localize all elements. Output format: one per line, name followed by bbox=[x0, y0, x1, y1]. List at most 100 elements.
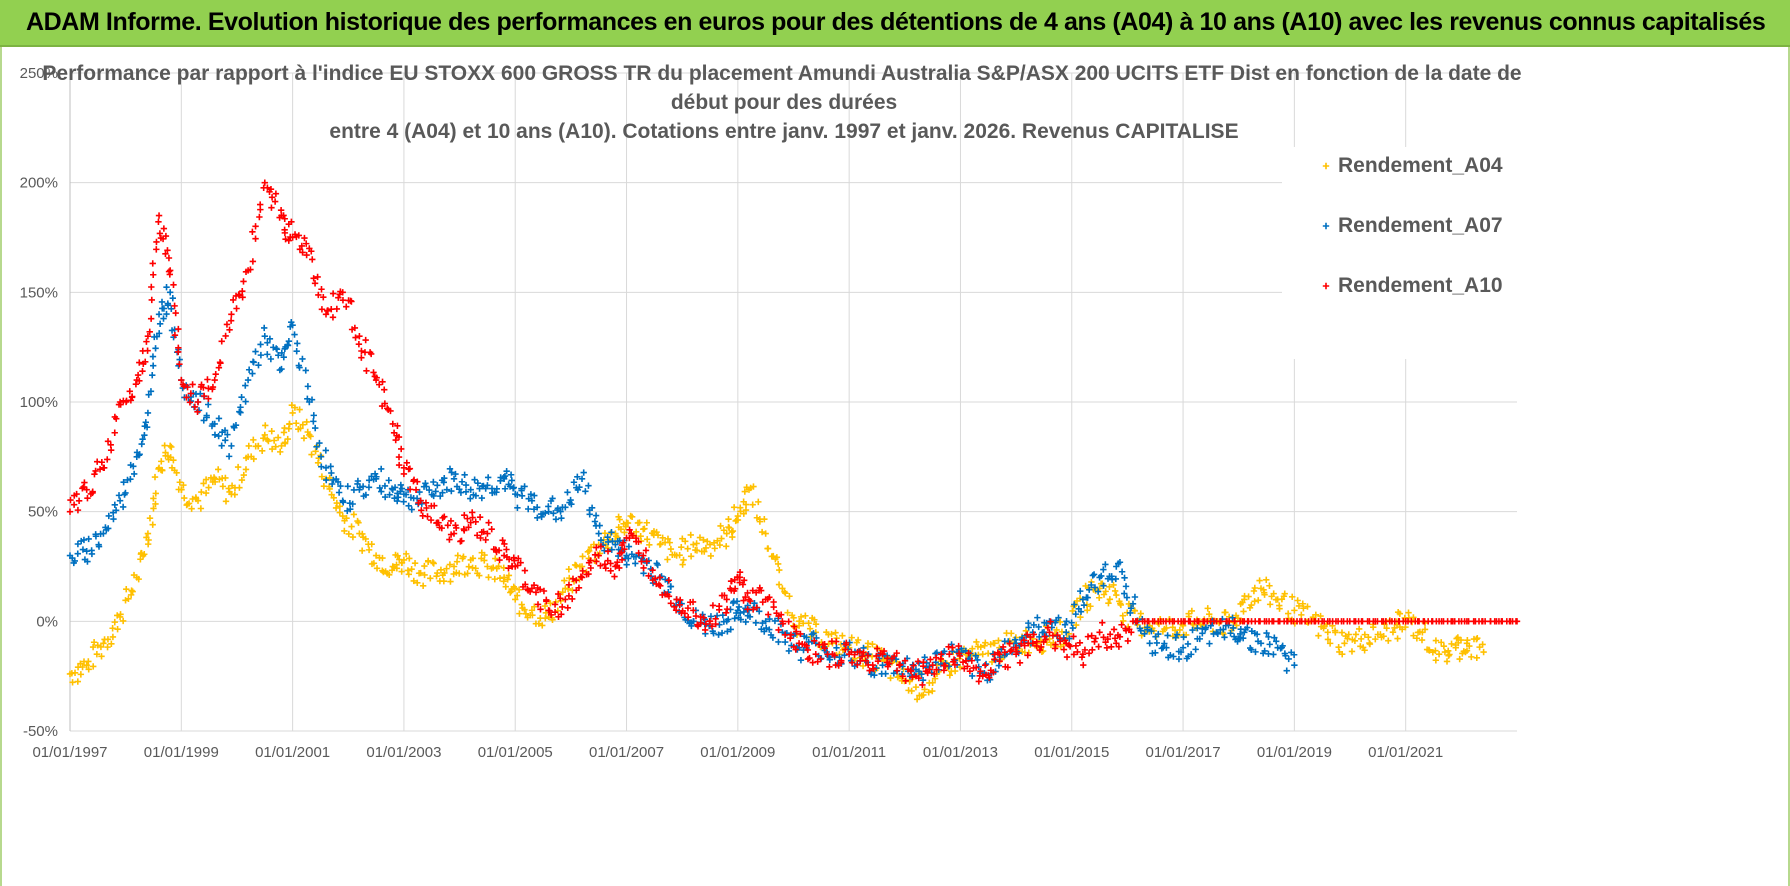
data-point bbox=[1365, 633, 1372, 641]
data-point bbox=[628, 513, 636, 521]
data-point bbox=[765, 611, 772, 618]
chart-title-line: entre 4 (A04) et 10 ans (A10). Cotations… bbox=[329, 120, 1238, 143]
data-point bbox=[1155, 630, 1162, 638]
data-point bbox=[476, 572, 483, 579]
data-point bbox=[702, 620, 710, 628]
data-point bbox=[495, 547, 503, 554]
data-point bbox=[1352, 631, 1360, 638]
data-point bbox=[153, 246, 160, 253]
data-point bbox=[481, 557, 488, 564]
data-point bbox=[205, 484, 212, 491]
data-point bbox=[379, 554, 386, 562]
data-point bbox=[245, 366, 253, 373]
data-point bbox=[1117, 601, 1125, 609]
data-point bbox=[297, 425, 304, 432]
data-point bbox=[564, 489, 571, 496]
data-point bbox=[302, 367, 309, 374]
data-point bbox=[304, 383, 312, 390]
data-point bbox=[194, 408, 201, 416]
data-point bbox=[312, 424, 319, 432]
data-point bbox=[802, 612, 809, 619]
data-point bbox=[240, 471, 248, 479]
data-point bbox=[299, 249, 306, 256]
y-tick-label: 200% bbox=[20, 175, 58, 192]
data-point bbox=[100, 640, 107, 647]
data-point bbox=[71, 669, 79, 677]
data-point bbox=[931, 670, 938, 678]
data-point bbox=[293, 347, 300, 355]
data-point bbox=[740, 510, 747, 517]
data-point bbox=[1443, 658, 1451, 665]
data-point bbox=[310, 412, 318, 419]
data-point bbox=[278, 365, 285, 373]
data-point bbox=[1069, 624, 1077, 632]
data-point bbox=[381, 400, 389, 407]
data-point bbox=[1068, 619, 1075, 626]
data-point bbox=[1100, 582, 1107, 589]
data-point bbox=[408, 506, 415, 513]
data-point bbox=[197, 390, 204, 397]
data-point bbox=[153, 238, 160, 246]
data-point bbox=[457, 489, 465, 496]
data-point bbox=[1248, 601, 1255, 609]
data-point bbox=[1256, 577, 1263, 584]
data-point bbox=[901, 657, 909, 664]
data-point bbox=[580, 469, 587, 476]
data-point bbox=[308, 396, 316, 403]
data-point bbox=[139, 435, 146, 443]
data-point bbox=[508, 477, 516, 484]
x-tick-label: 01/01/1997 bbox=[32, 744, 107, 761]
data-point bbox=[158, 298, 166, 306]
data-point bbox=[781, 588, 788, 595]
data-point bbox=[441, 513, 448, 520]
data-point bbox=[293, 420, 300, 427]
data-point bbox=[490, 564, 497, 571]
data-point bbox=[340, 499, 347, 506]
data-point bbox=[533, 504, 541, 511]
data-point bbox=[787, 631, 795, 638]
data-point bbox=[112, 507, 120, 514]
data-point bbox=[1096, 594, 1103, 601]
data-point bbox=[272, 190, 280, 197]
data-point bbox=[1175, 655, 1183, 663]
data-point bbox=[607, 567, 614, 575]
data-point bbox=[716, 606, 723, 614]
data-point bbox=[417, 569, 424, 577]
data-point bbox=[307, 433, 314, 440]
data-point bbox=[597, 562, 604, 569]
data-point bbox=[416, 488, 423, 496]
data-point bbox=[277, 207, 285, 214]
data-point bbox=[797, 630, 804, 638]
data-point bbox=[579, 567, 586, 575]
data-point bbox=[696, 534, 704, 541]
data-point bbox=[309, 256, 316, 263]
data-point bbox=[406, 465, 414, 472]
data-point bbox=[1099, 619, 1106, 626]
data-point bbox=[1251, 598, 1258, 605]
data-point bbox=[643, 558, 650, 565]
report-banner: ADAM Informe. Evolution historique des p… bbox=[0, 0, 1790, 47]
data-point bbox=[1137, 627, 1145, 634]
data-point bbox=[166, 289, 174, 296]
data-point bbox=[356, 333, 363, 340]
data-point bbox=[476, 513, 484, 521]
data-point bbox=[368, 540, 375, 548]
data-point bbox=[811, 637, 818, 645]
data-point bbox=[913, 696, 921, 703]
data-point bbox=[1402, 623, 1409, 631]
data-point bbox=[71, 557, 78, 565]
data-point bbox=[149, 260, 156, 267]
data-point bbox=[92, 533, 100, 540]
data-point bbox=[921, 686, 928, 693]
data-point bbox=[518, 492, 526, 500]
data-point bbox=[165, 254, 173, 262]
data-point bbox=[974, 656, 981, 664]
data-point bbox=[437, 492, 444, 500]
data-point bbox=[539, 622, 546, 629]
data-point bbox=[200, 392, 208, 400]
data-point bbox=[267, 185, 275, 193]
data-point bbox=[1088, 632, 1095, 639]
data-point bbox=[462, 488, 470, 496]
data-point bbox=[1120, 617, 1127, 625]
data-point bbox=[144, 530, 152, 537]
